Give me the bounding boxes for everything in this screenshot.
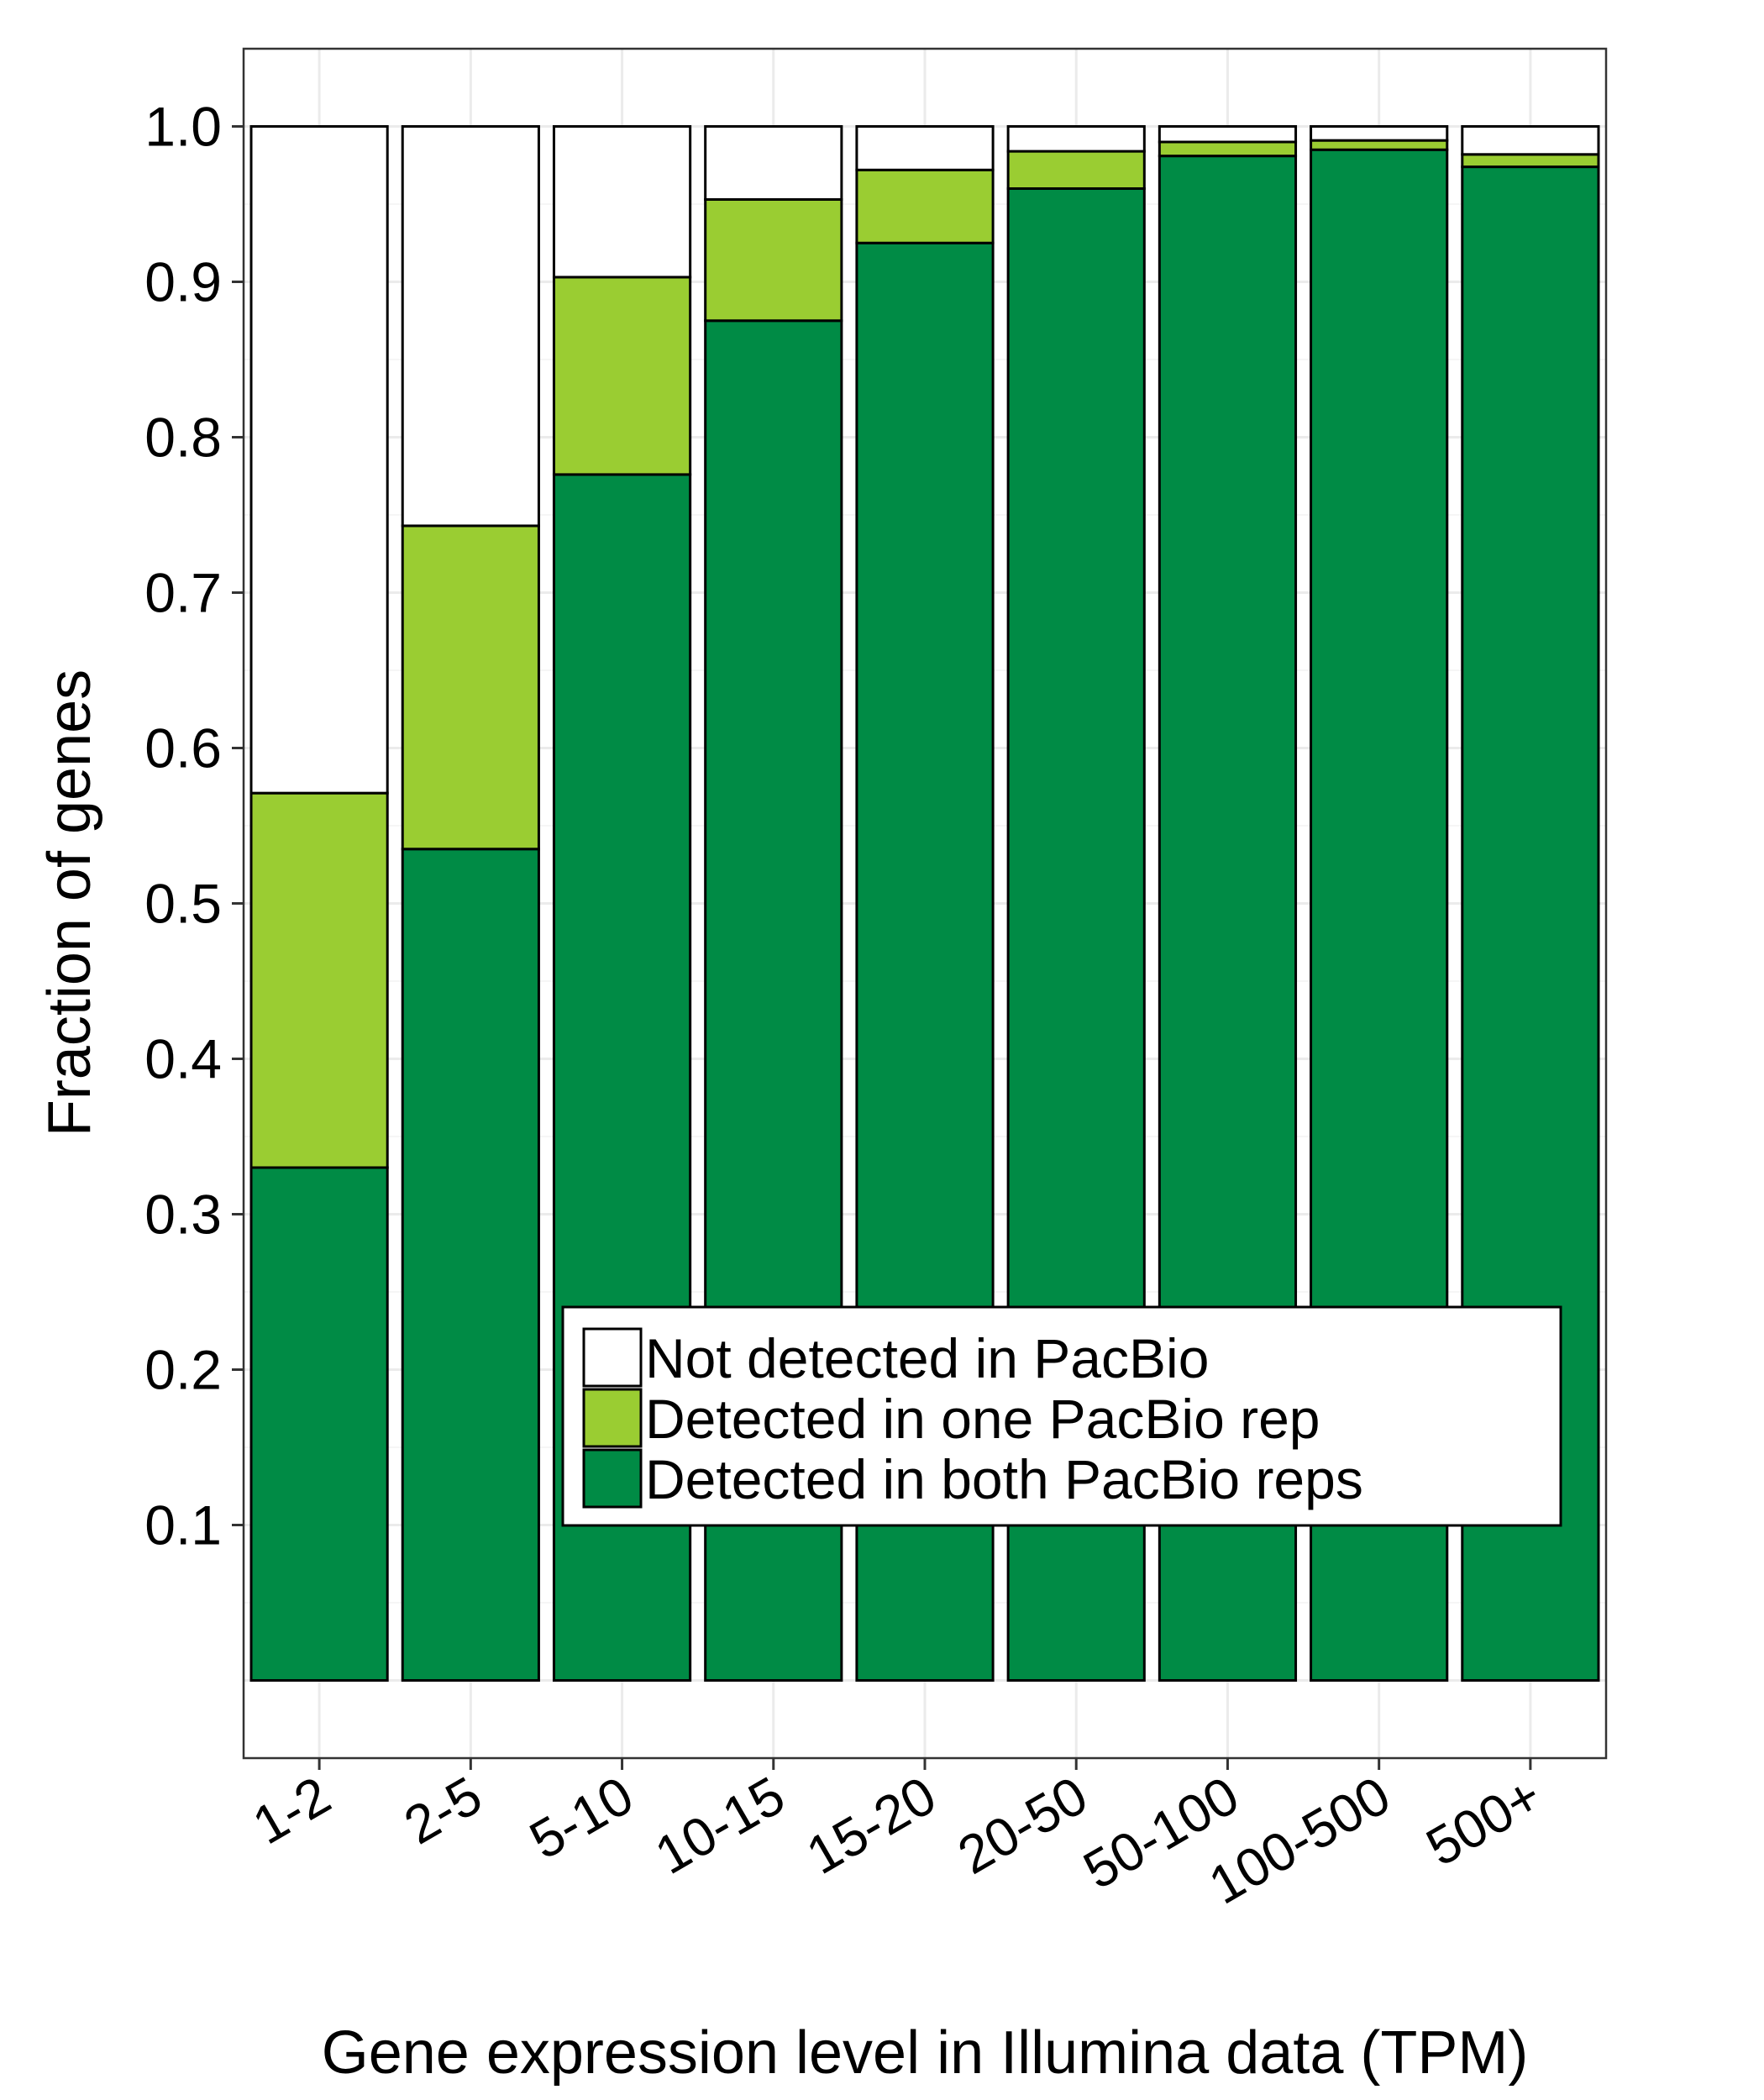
bar-segment-both-reps-2-5 <box>401 848 540 1682</box>
legend-key-not-detected <box>582 1327 643 1388</box>
bar-segment-one-rep-50-100 <box>1158 140 1298 158</box>
y-tick-label: 1.0 <box>144 96 222 158</box>
bar-segment-one-rep-5-10 <box>552 276 692 476</box>
bar-segment-not-detected-500+ <box>1461 125 1600 156</box>
legend-label-both-reps: Detected in both PacBio reps <box>645 1448 1363 1510</box>
legend-label-one-rep: Detected in one PacBio rep <box>645 1388 1320 1450</box>
y-tick-label: 0.3 <box>144 1184 222 1246</box>
bar-segment-one-rep-100-500 <box>1310 139 1449 151</box>
x-axis-title: Gene expression level in Illumina data (… <box>322 2019 1529 2087</box>
x-tick-label: 5-10 <box>520 1765 643 1871</box>
legend: Not detected in PacBio Detected in one P… <box>561 1305 1562 1527</box>
bar-segment-not-detected-5-10 <box>552 125 692 279</box>
y-axis-title: Fraction of genes <box>36 669 103 1137</box>
x-tick-label: 2-5 <box>394 1765 491 1856</box>
x-tick-label: 15-20 <box>796 1765 946 1886</box>
bar-segment-both-reps-1-2 <box>249 1166 389 1682</box>
bar-segment-not-detected-15-20 <box>855 125 995 171</box>
bar-segment-one-rep-500+ <box>1461 153 1600 169</box>
legend-key-one-rep <box>582 1388 643 1448</box>
x-tick-label: 20-50 <box>948 1765 1097 1886</box>
y-tick-label: 0.5 <box>144 873 222 935</box>
legend-key-both-reps <box>582 1448 643 1509</box>
y-tick-label: 0.8 <box>144 407 222 469</box>
bar-segment-one-rep-10-15 <box>704 197 843 323</box>
bar-segment-one-rep-2-5 <box>401 524 540 851</box>
bar-segment-one-rep-15-20 <box>855 168 995 244</box>
y-axis-ticks: 0.1 0.2 0.3 0.4 0.5 0.6 0.7 0.8 0.9 1.0 <box>144 96 244 1557</box>
y-tick-label: 0.7 <box>144 562 222 624</box>
bar-segment-not-detected-10-15 <box>704 125 843 201</box>
y-tick-label: 0.6 <box>144 717 222 780</box>
bar-segment-not-detected-50-100 <box>1158 125 1298 144</box>
x-tick-label: 10-15 <box>645 1765 795 1886</box>
bar-segment-not-detected-20-50 <box>1006 125 1146 153</box>
bar-segment-not-detected-100-500 <box>1310 125 1449 142</box>
bar-segment-not-detected-2-5 <box>401 125 540 528</box>
bar-segment-not-detected-1-2 <box>249 125 389 795</box>
x-tick-label: 1-2 <box>243 1765 340 1856</box>
y-tick-label: 0.4 <box>144 1028 222 1090</box>
legend-label-not-detected: Not detected in PacBio <box>645 1327 1209 1389</box>
bar-segment-one-rep-1-2 <box>249 791 389 1169</box>
y-tick-label: 0.9 <box>144 251 222 313</box>
x-tick-label: 500+ <box>1416 1765 1551 1877</box>
y-tick-label: 0.2 <box>144 1339 222 1401</box>
y-tick-label: 0.1 <box>144 1494 222 1557</box>
bar-segment-one-rep-20-50 <box>1006 150 1146 191</box>
legend-box <box>561 1305 1562 1527</box>
